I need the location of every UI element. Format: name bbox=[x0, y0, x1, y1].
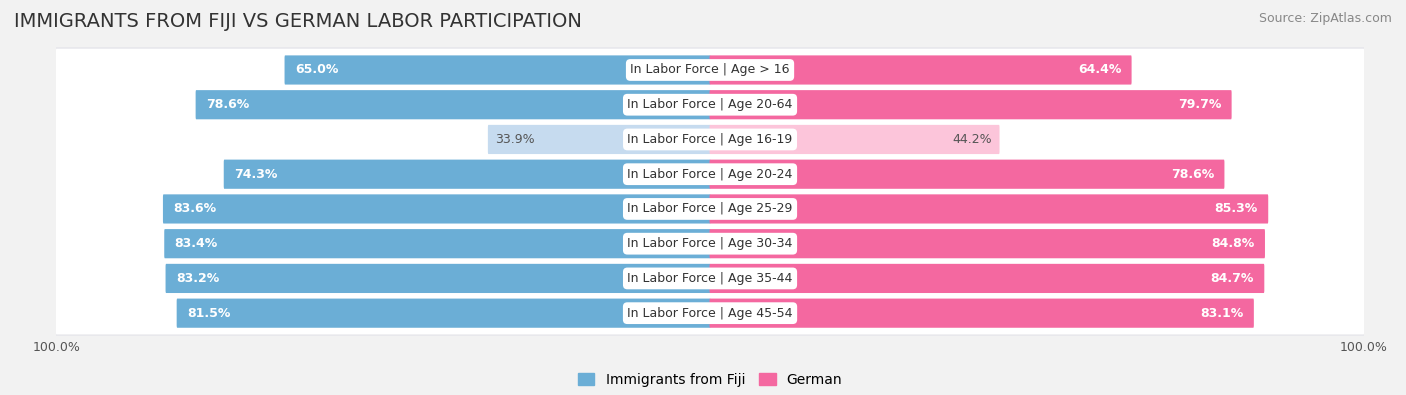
FancyBboxPatch shape bbox=[177, 299, 710, 328]
Text: In Labor Force | Age 16-19: In Labor Force | Age 16-19 bbox=[627, 133, 793, 146]
Text: 84.7%: 84.7% bbox=[1211, 272, 1254, 285]
FancyBboxPatch shape bbox=[52, 113, 1368, 166]
Text: 83.4%: 83.4% bbox=[174, 237, 218, 250]
FancyBboxPatch shape bbox=[710, 90, 1232, 119]
FancyBboxPatch shape bbox=[488, 125, 710, 154]
FancyBboxPatch shape bbox=[224, 160, 710, 189]
FancyBboxPatch shape bbox=[166, 264, 710, 293]
Text: In Labor Force | Age 45-54: In Labor Force | Age 45-54 bbox=[627, 307, 793, 320]
FancyBboxPatch shape bbox=[52, 44, 1368, 96]
Text: IMMIGRANTS FROM FIJI VS GERMAN LABOR PARTICIPATION: IMMIGRANTS FROM FIJI VS GERMAN LABOR PAR… bbox=[14, 12, 582, 31]
Text: In Labor Force | Age 20-24: In Labor Force | Age 20-24 bbox=[627, 168, 793, 181]
FancyBboxPatch shape bbox=[163, 194, 710, 224]
Text: 65.0%: 65.0% bbox=[295, 64, 339, 77]
Text: In Labor Force | Age 20-64: In Labor Force | Age 20-64 bbox=[627, 98, 793, 111]
Text: In Labor Force | Age > 16: In Labor Force | Age > 16 bbox=[630, 64, 790, 77]
FancyBboxPatch shape bbox=[284, 55, 710, 85]
FancyBboxPatch shape bbox=[55, 118, 1365, 161]
Text: 78.6%: 78.6% bbox=[205, 98, 249, 111]
Text: 33.9%: 33.9% bbox=[495, 133, 534, 146]
FancyBboxPatch shape bbox=[710, 264, 1264, 293]
Text: 83.2%: 83.2% bbox=[176, 272, 219, 285]
FancyBboxPatch shape bbox=[52, 79, 1368, 131]
Text: 83.6%: 83.6% bbox=[173, 203, 217, 215]
Text: In Labor Force | Age 30-34: In Labor Force | Age 30-34 bbox=[627, 237, 793, 250]
FancyBboxPatch shape bbox=[52, 252, 1368, 305]
FancyBboxPatch shape bbox=[52, 148, 1368, 200]
Text: 79.7%: 79.7% bbox=[1178, 98, 1222, 111]
Text: Source: ZipAtlas.com: Source: ZipAtlas.com bbox=[1258, 12, 1392, 25]
FancyBboxPatch shape bbox=[52, 183, 1368, 235]
Text: In Labor Force | Age 35-44: In Labor Force | Age 35-44 bbox=[627, 272, 793, 285]
FancyBboxPatch shape bbox=[710, 125, 1000, 154]
FancyBboxPatch shape bbox=[55, 83, 1365, 126]
Text: 83.1%: 83.1% bbox=[1201, 307, 1243, 320]
FancyBboxPatch shape bbox=[710, 55, 1132, 85]
FancyBboxPatch shape bbox=[55, 153, 1365, 196]
Text: 78.6%: 78.6% bbox=[1171, 168, 1215, 181]
FancyBboxPatch shape bbox=[55, 292, 1365, 334]
FancyBboxPatch shape bbox=[55, 257, 1365, 300]
Text: 44.2%: 44.2% bbox=[953, 133, 993, 146]
FancyBboxPatch shape bbox=[710, 229, 1265, 258]
FancyBboxPatch shape bbox=[55, 49, 1365, 91]
FancyBboxPatch shape bbox=[165, 229, 710, 258]
Text: In Labor Force | Age 25-29: In Labor Force | Age 25-29 bbox=[627, 203, 793, 215]
Text: 64.4%: 64.4% bbox=[1078, 64, 1121, 77]
FancyBboxPatch shape bbox=[710, 194, 1268, 224]
FancyBboxPatch shape bbox=[55, 188, 1365, 230]
FancyBboxPatch shape bbox=[710, 299, 1254, 328]
FancyBboxPatch shape bbox=[710, 160, 1225, 189]
FancyBboxPatch shape bbox=[195, 90, 710, 119]
Text: 74.3%: 74.3% bbox=[233, 168, 277, 181]
Text: 85.3%: 85.3% bbox=[1215, 203, 1258, 215]
FancyBboxPatch shape bbox=[55, 222, 1365, 265]
FancyBboxPatch shape bbox=[52, 218, 1368, 270]
Legend: Immigrants from Fiji, German: Immigrants from Fiji, German bbox=[572, 367, 848, 392]
Text: 81.5%: 81.5% bbox=[187, 307, 231, 320]
FancyBboxPatch shape bbox=[52, 287, 1368, 339]
Text: 84.8%: 84.8% bbox=[1212, 237, 1254, 250]
